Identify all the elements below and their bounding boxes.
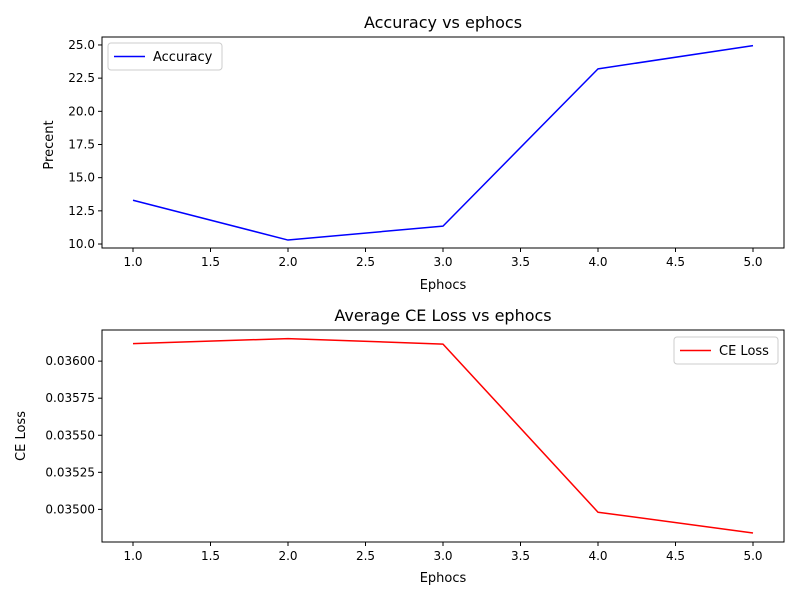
x-tick-label: 5.0 <box>743 255 762 269</box>
legend: Accuracy <box>107 42 223 71</box>
y-tick-label: 0.03575 <box>45 391 95 405</box>
x-tick-label: 3.0 <box>433 549 452 563</box>
series-group <box>132 337 754 534</box>
y-tick-label: 0.03500 <box>45 502 95 516</box>
legend-label: Accuracy <box>153 50 213 65</box>
x-tick-label: 4.5 <box>666 549 685 563</box>
legend-label: CE Loss <box>719 344 769 359</box>
y-axis-label: Precent <box>42 120 57 169</box>
y-tick-label: 10.0 <box>68 237 95 251</box>
x-tick-label: 3.5 <box>511 255 530 269</box>
y-tick-label: 20.0 <box>68 104 95 118</box>
y-tick-label: 22.5 <box>68 71 95 85</box>
x-tick-label: 4.0 <box>588 255 607 269</box>
x-tick-label: 4.5 <box>666 255 685 269</box>
x-tick-label: 2.0 <box>278 255 297 269</box>
legend: CE Loss <box>673 336 779 365</box>
x-axis-label: Ephocs <box>420 278 467 293</box>
x-tick-label: 1.5 <box>201 549 220 563</box>
series-line <box>132 44 754 241</box>
chart-title: Accuracy vs ephocs <box>364 13 522 32</box>
legend-box <box>107 42 223 71</box>
legend-box <box>673 336 779 365</box>
y-tick-label: 0.03525 <box>45 465 95 479</box>
x-tick-label: 1.0 <box>123 549 142 563</box>
x-tick-label: 2.0 <box>278 549 297 563</box>
y-tick-label: 15.0 <box>68 171 95 185</box>
y-tick-label: 17.5 <box>68 137 95 151</box>
ce-loss-subplot: Average CE Loss vs ephocs 1.0 1.5 2.0 2.5 3.… <box>14 306 785 586</box>
series-line <box>132 337 754 534</box>
x-tick-label: 1.0 <box>123 255 142 269</box>
x-tick-label: 1.5 <box>201 255 220 269</box>
x-tick-label: 4.0 <box>588 549 607 563</box>
chart-title: Average CE Loss vs ephocs <box>334 306 551 325</box>
x-axis-label: Ephocs <box>420 571 467 586</box>
x-tick-label: 3.5 <box>511 549 530 563</box>
y-tick-label: 25.0 <box>68 38 95 52</box>
plot-frame <box>101 329 785 543</box>
plot-frame <box>101 36 785 249</box>
y-tick-label: 12.5 <box>68 204 95 218</box>
ticks-group: 1.0 1.5 2.0 2.5 3.0 3.5 4.0 4.5 5.0 10.0 12.5 15.0 1… <box>68 38 762 269</box>
ticks-group: 1.0 1.5 2.0 2.5 3.0 3.5 4.0 4.5 5.0 0.03500 0.0352… <box>45 354 762 563</box>
series-group <box>132 44 754 241</box>
x-tick-label: 3.0 <box>433 255 452 269</box>
x-tick-label: 2.5 <box>356 549 375 563</box>
y-tick-label: 0.03550 <box>45 428 95 442</box>
accuracy-subplot: Accuracy vs ephocs 1.0 1.5 2.0 2.5 3.0 3.5 4.0… <box>42 13 785 293</box>
x-tick-label: 5.0 <box>743 549 762 563</box>
y-tick-label: 0.03600 <box>45 354 95 368</box>
x-tick-label: 2.5 <box>356 255 375 269</box>
y-axis-label: CE Loss <box>14 411 29 461</box>
